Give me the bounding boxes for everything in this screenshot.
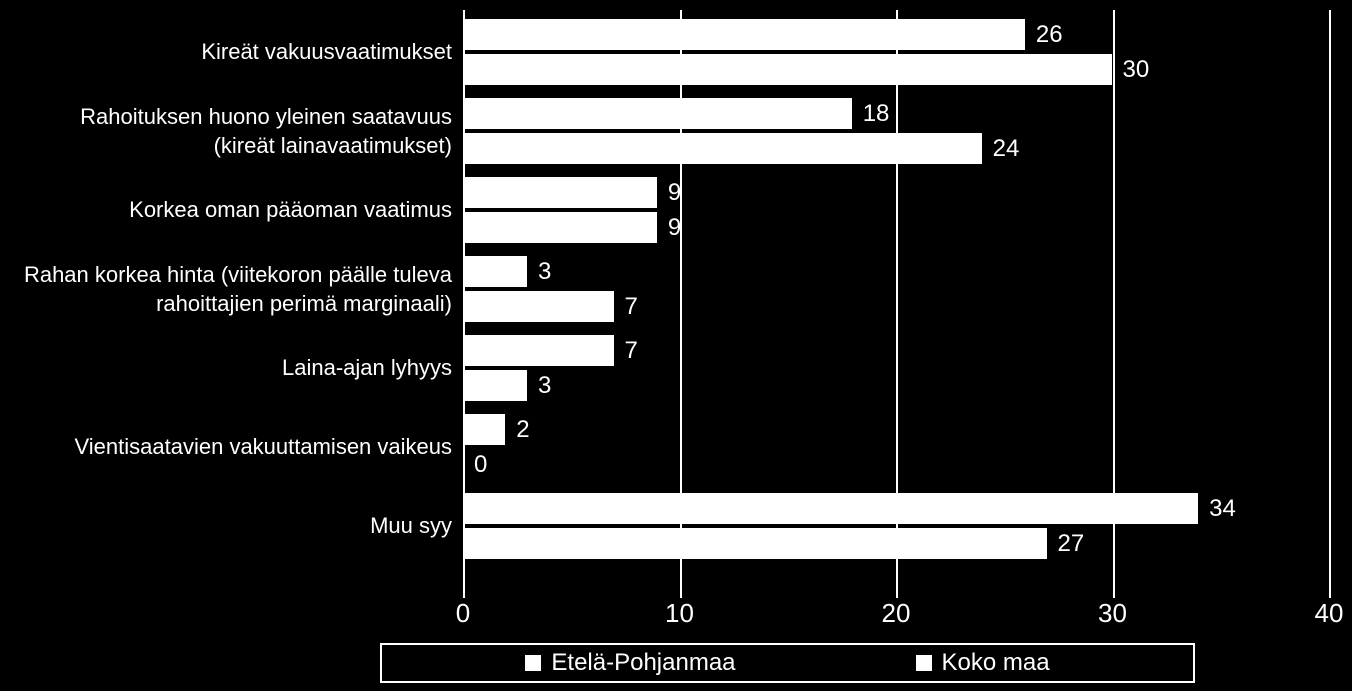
x-tick-mark: [896, 590, 898, 598]
x-tick-label: 0: [443, 598, 483, 629]
value-label: 27: [1058, 530, 1085, 558]
x-tick-line: [1113, 10, 1115, 590]
category-label: Rahoituksen huono yleinen saatavuus (kir…: [22, 103, 452, 160]
bar: [463, 413, 506, 446]
value-label: 7: [625, 337, 638, 365]
x-tick-line: [896, 10, 898, 590]
x-tick-mark: [1113, 590, 1115, 598]
x-tick-label: 10: [660, 598, 700, 629]
bar: [463, 53, 1113, 86]
bar: [463, 132, 983, 165]
value-label: 18: [863, 100, 890, 128]
x-tick-label: 30: [1093, 598, 1133, 629]
value-label: 7: [625, 293, 638, 321]
legend-text-series2: Koko maa: [942, 649, 1050, 677]
bar: [463, 290, 615, 323]
category-label: Laina-ajan lyhyys: [22, 354, 452, 383]
bar: [463, 369, 528, 402]
x-tick-mark: [680, 590, 682, 598]
legend-item-series2: Koko maa: [916, 649, 1050, 677]
category-label: Kireät vakuusvaatimukset: [22, 38, 452, 67]
legend-swatch: [916, 655, 932, 671]
x-tick-label: 40: [1309, 598, 1349, 629]
bar: [463, 527, 1048, 560]
category-label: Vientisaatavien vakuuttamisen vaikeus: [22, 433, 452, 462]
category-label: Korkea oman pääoman vaatimus: [22, 196, 452, 225]
x-tick-label: 20: [876, 598, 916, 629]
bar: [463, 176, 658, 209]
bar-chart: Kireät vakuusvaatimukset Rahoituksen huon…: [0, 0, 1352, 691]
legend-item-series1: Etelä-Pohjanmaa: [525, 649, 735, 677]
bar: [463, 334, 615, 367]
value-label: 26: [1036, 21, 1063, 49]
x-tick-mark: [1329, 590, 1331, 598]
bar: [463, 211, 658, 244]
value-label: 24: [993, 135, 1020, 163]
category-label: Muu syy: [22, 512, 452, 541]
value-label: 3: [538, 372, 551, 400]
value-label: 0: [474, 451, 487, 479]
bar: [463, 492, 1199, 525]
legend-swatch: [525, 655, 541, 671]
bar: [463, 255, 528, 288]
value-label: 34: [1209, 495, 1236, 523]
value-label: 2: [516, 416, 529, 444]
bar: [463, 97, 853, 130]
x-tick-line: [463, 10, 465, 590]
category-label: Rahan korkea hinta (viitekoron päälle tu…: [22, 261, 452, 318]
value-label: 30: [1123, 56, 1150, 84]
bar: [463, 18, 1026, 51]
value-label: 3: [538, 258, 551, 286]
x-tick-line: [1329, 10, 1331, 590]
legend-text-series1: Etelä-Pohjanmaa: [551, 649, 735, 677]
x-tick-line: [680, 10, 682, 590]
legend: Etelä-Pohjanmaa Koko maa: [380, 643, 1195, 683]
x-tick-mark: [463, 590, 465, 598]
